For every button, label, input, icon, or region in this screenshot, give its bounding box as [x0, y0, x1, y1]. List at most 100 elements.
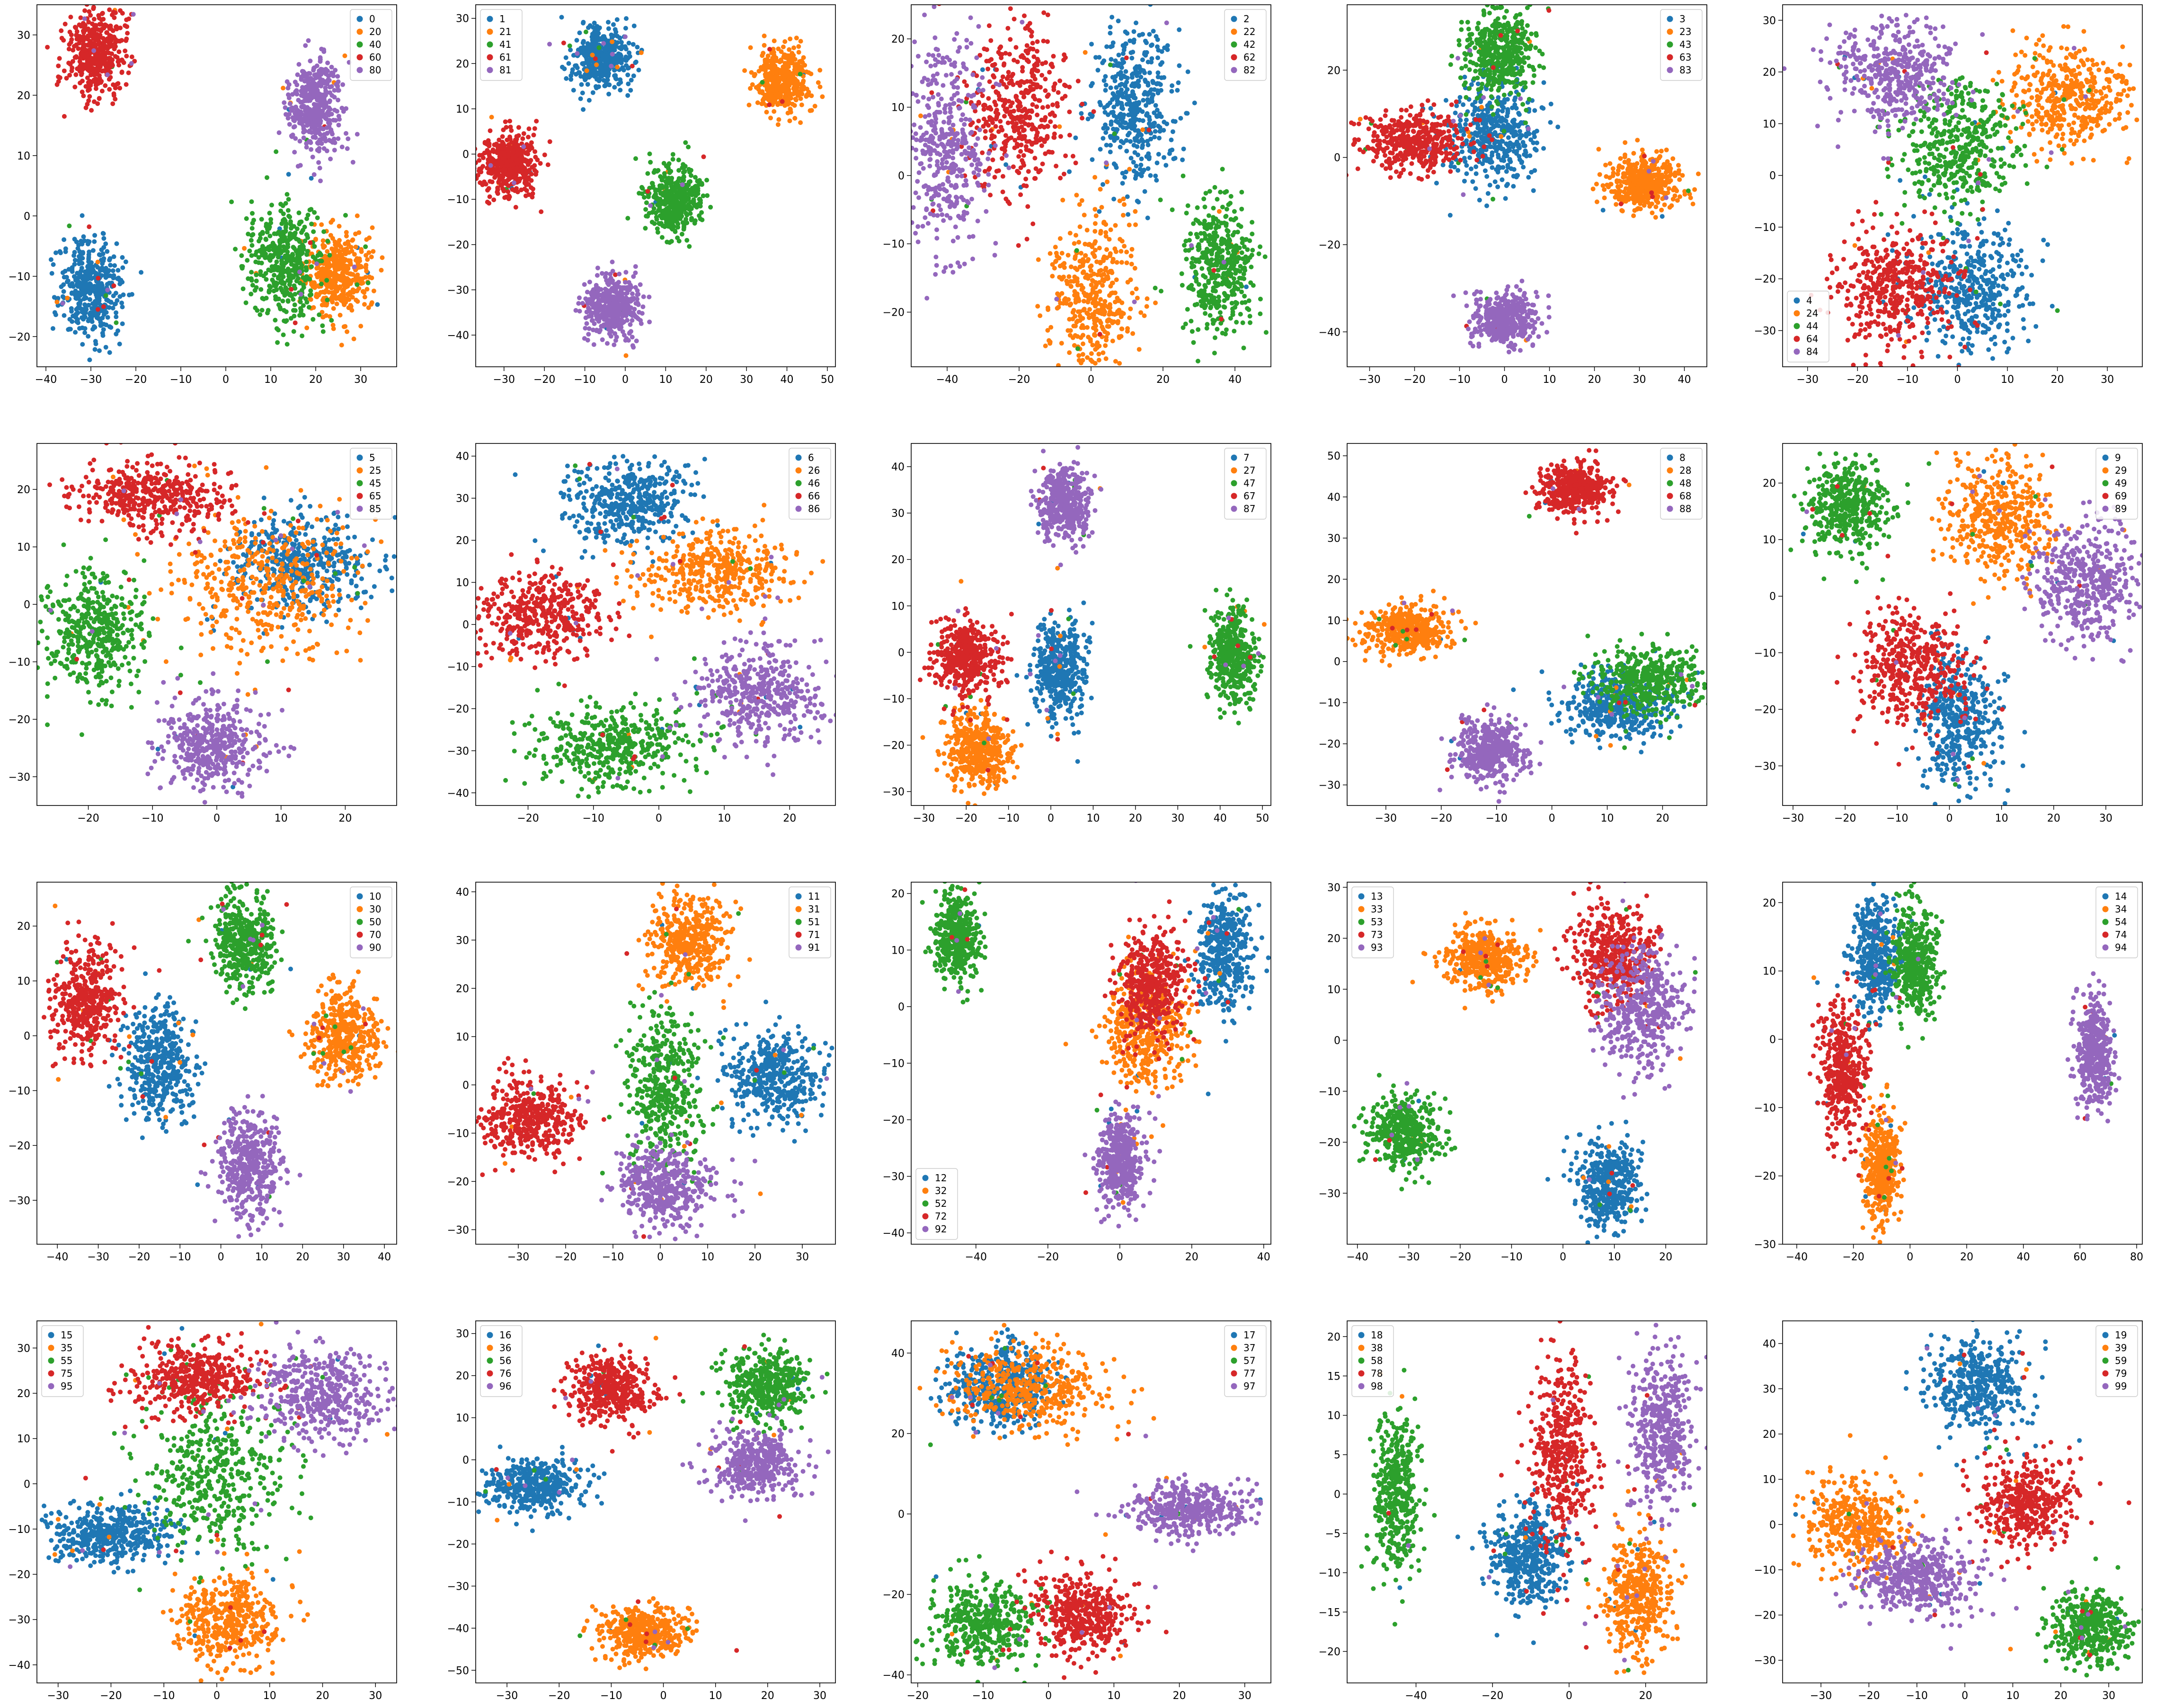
data-point [1162, 45, 1167, 50]
data-point [579, 82, 584, 87]
data-point [282, 217, 287, 222]
data-point [612, 27, 618, 32]
points-layer [45, 5, 385, 363]
data-point [784, 90, 789, 96]
data-point [85, 75, 90, 80]
data-point [628, 284, 633, 289]
data-point [117, 86, 123, 91]
data-point [335, 74, 340, 79]
data-point [278, 306, 283, 311]
data-point [512, 169, 517, 174]
data-point [1142, 189, 1147, 194]
data-point [331, 136, 337, 142]
data-point [585, 301, 590, 306]
data-point [48, 257, 53, 262]
data-point [682, 223, 686, 229]
data-point [816, 80, 821, 85]
data-point [663, 197, 668, 203]
data-point [80, 213, 85, 218]
data-point [305, 75, 310, 80]
data-point [613, 73, 618, 79]
data-point [283, 105, 288, 110]
data-point [83, 105, 89, 110]
data-point [93, 299, 98, 304]
data-point [602, 34, 607, 39]
data-point [337, 266, 342, 272]
data-point [287, 101, 293, 106]
data-point [1108, 85, 1113, 90]
data-point [290, 115, 295, 120]
data-point [1120, 51, 1126, 56]
data-point [693, 175, 698, 180]
data-point [583, 326, 588, 331]
data-point [309, 221, 314, 227]
data-point [101, 17, 106, 22]
data-point [1153, 129, 1158, 134]
data-point [285, 249, 290, 255]
data-point [313, 102, 318, 107]
data-point [1151, 28, 1156, 34]
data-point [692, 203, 697, 208]
data-point [92, 233, 98, 238]
data-point [286, 172, 291, 177]
data-point [1144, 113, 1149, 118]
data-point [563, 55, 568, 60]
data-point [308, 140, 313, 145]
data-point [371, 249, 376, 254]
data-point [322, 290, 327, 295]
data-point [308, 58, 313, 63]
data-point [648, 203, 653, 208]
data-point [129, 54, 134, 60]
data-point [87, 33, 92, 38]
data-point [96, 301, 101, 306]
data-point [73, 55, 79, 60]
data-point [277, 246, 282, 251]
data-point [606, 19, 611, 25]
data-point [1154, 107, 1160, 113]
data-point [295, 276, 301, 281]
data-point [752, 73, 757, 79]
data-point [1114, 127, 1119, 132]
data-point [772, 38, 777, 44]
data-point [110, 268, 115, 273]
data-point [668, 204, 673, 210]
data-point [61, 38, 66, 43]
data-point [1138, 167, 1143, 172]
data-point [115, 328, 120, 333]
data-point [1171, 156, 1176, 161]
data-point [79, 71, 84, 76]
data-point [99, 22, 104, 27]
data-point [103, 63, 108, 69]
data-point [615, 64, 620, 70]
data-point [1171, 119, 1176, 124]
data-point [583, 29, 588, 35]
data-point [766, 63, 771, 68]
data-point [119, 301, 124, 306]
data-point [516, 125, 521, 130]
data-point [1072, 241, 1077, 246]
data-point [111, 293, 116, 299]
data-point [1119, 260, 1124, 265]
data-point [118, 278, 124, 283]
data-point [539, 209, 544, 214]
data-point [1136, 79, 1141, 84]
data-point [1145, 92, 1150, 97]
data-point [78, 259, 83, 264]
data-point [86, 19, 91, 25]
data-point [88, 291, 93, 296]
data-point [502, 145, 507, 150]
data-point [293, 106, 299, 111]
data-point [532, 126, 537, 131]
data-point [1098, 102, 1103, 107]
data-point [1122, 45, 1127, 50]
data-point [304, 98, 309, 103]
legend-label: 20 [369, 26, 381, 37]
data-point [311, 317, 316, 322]
data-point [337, 312, 343, 318]
data-point [611, 301, 615, 306]
data-point [126, 70, 131, 75]
data-point [345, 264, 350, 269]
data-point [799, 65, 804, 71]
points-layer [476, 15, 825, 358]
data-point [293, 111, 298, 116]
